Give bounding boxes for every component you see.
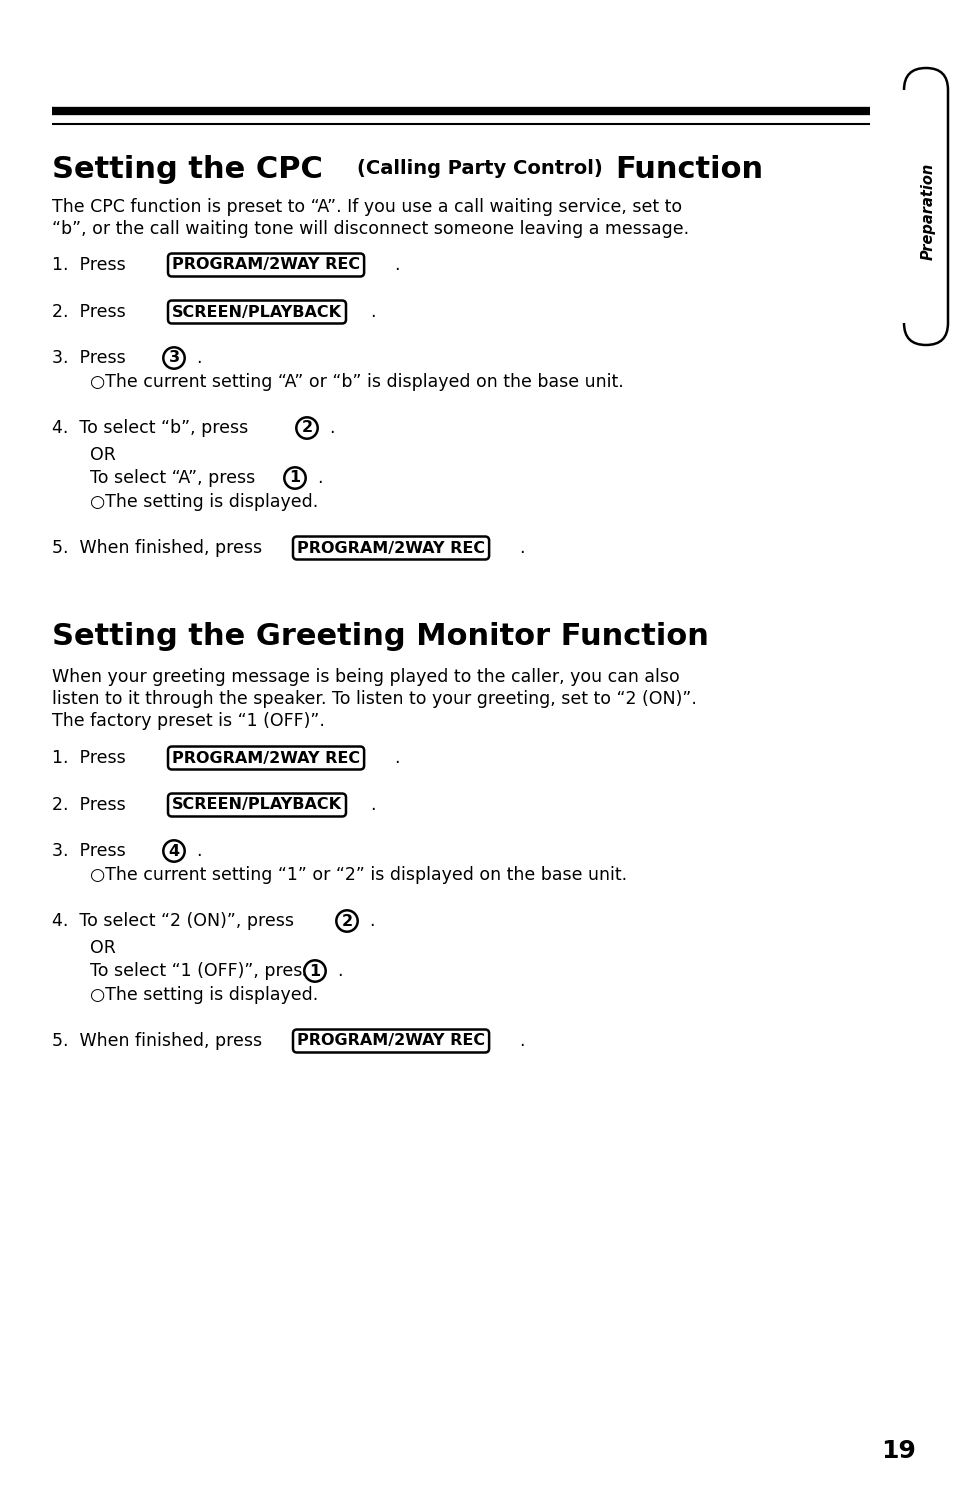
Text: .: . bbox=[316, 469, 322, 487]
Text: .: . bbox=[370, 797, 375, 814]
Text: 1.  Press: 1. Press bbox=[52, 256, 126, 274]
Text: 4: 4 bbox=[169, 843, 179, 859]
Text: .: . bbox=[195, 841, 201, 861]
Text: .: . bbox=[195, 348, 201, 366]
Text: To select “1 (OFF)”, press: To select “1 (OFF)”, press bbox=[90, 962, 312, 980]
Text: 2.  Press: 2. Press bbox=[52, 797, 126, 814]
Text: 1.  Press: 1. Press bbox=[52, 749, 126, 767]
Text: To select “A”, press: To select “A”, press bbox=[90, 469, 255, 487]
Text: PROGRAM/2WAY REC: PROGRAM/2WAY REC bbox=[296, 1033, 485, 1048]
Text: 19: 19 bbox=[881, 1438, 916, 1464]
Text: 2: 2 bbox=[301, 420, 313, 435]
Text: PROGRAM/2WAY REC: PROGRAM/2WAY REC bbox=[296, 541, 485, 555]
Text: 1: 1 bbox=[309, 963, 320, 978]
Text: .: . bbox=[369, 911, 375, 931]
Text: 2.  Press: 2. Press bbox=[52, 302, 126, 322]
Text: OR: OR bbox=[90, 447, 115, 465]
Text: Setting the CPC: Setting the CPC bbox=[52, 155, 322, 185]
Text: .: . bbox=[518, 1032, 524, 1050]
Text: Preparation: Preparation bbox=[920, 162, 935, 261]
Text: Setting the Greeting Monitor Function: Setting the Greeting Monitor Function bbox=[52, 622, 708, 651]
Text: OR: OR bbox=[90, 940, 115, 957]
Text: 5.  When finished, press: 5. When finished, press bbox=[52, 1032, 262, 1050]
Text: ○The setting is displayed.: ○The setting is displayed. bbox=[90, 493, 318, 511]
Text: “b”, or the call waiting tone will disconnect someone leaving a message.: “b”, or the call waiting tone will disco… bbox=[52, 220, 688, 238]
Text: .: . bbox=[394, 256, 399, 274]
Text: 1: 1 bbox=[289, 471, 300, 485]
Text: .: . bbox=[518, 539, 524, 557]
Text: 3.  Press: 3. Press bbox=[52, 841, 126, 861]
Text: Function: Function bbox=[615, 155, 762, 185]
Text: 2: 2 bbox=[341, 913, 353, 929]
Text: ○The setting is displayed.: ○The setting is displayed. bbox=[90, 986, 318, 1004]
Text: .: . bbox=[336, 962, 342, 980]
Text: .: . bbox=[394, 749, 399, 767]
Text: ○The current setting “A” or “b” is displayed on the base unit.: ○The current setting “A” or “b” is displ… bbox=[90, 374, 623, 392]
Text: PROGRAM/2WAY REC: PROGRAM/2WAY REC bbox=[172, 258, 359, 272]
Text: PROGRAM/2WAY REC: PROGRAM/2WAY REC bbox=[172, 750, 359, 765]
Text: The factory preset is “1 (OFF)”.: The factory preset is “1 (OFF)”. bbox=[52, 712, 325, 730]
Text: listen to it through the speaker. To listen to your greeting, set to “2 (ON)”.: listen to it through the speaker. To lis… bbox=[52, 689, 696, 707]
Text: 4.  To select “2 (ON)”, press: 4. To select “2 (ON)”, press bbox=[52, 911, 294, 931]
Text: When your greeting message is being played to the caller, you can also: When your greeting message is being play… bbox=[52, 669, 679, 686]
Text: 3.  Press: 3. Press bbox=[52, 348, 126, 366]
Text: 5.  When finished, press: 5. When finished, press bbox=[52, 539, 262, 557]
Text: 3: 3 bbox=[169, 350, 179, 365]
Text: ○The current setting “1” or “2” is displayed on the base unit.: ○The current setting “1” or “2” is displ… bbox=[90, 867, 626, 884]
Text: (Calling Party Control): (Calling Party Control) bbox=[356, 159, 602, 179]
Text: SCREEN/PLAYBACK: SCREEN/PLAYBACK bbox=[172, 304, 341, 320]
Text: 4.  To select “b”, press: 4. To select “b”, press bbox=[52, 418, 248, 436]
Text: The CPC function is preset to “A”. If you use a call waiting service, set to: The CPC function is preset to “A”. If yo… bbox=[52, 198, 681, 216]
Text: .: . bbox=[329, 418, 335, 436]
PathPatch shape bbox=[903, 68, 947, 345]
Text: .: . bbox=[370, 302, 375, 322]
Text: SCREEN/PLAYBACK: SCREEN/PLAYBACK bbox=[172, 798, 341, 813]
